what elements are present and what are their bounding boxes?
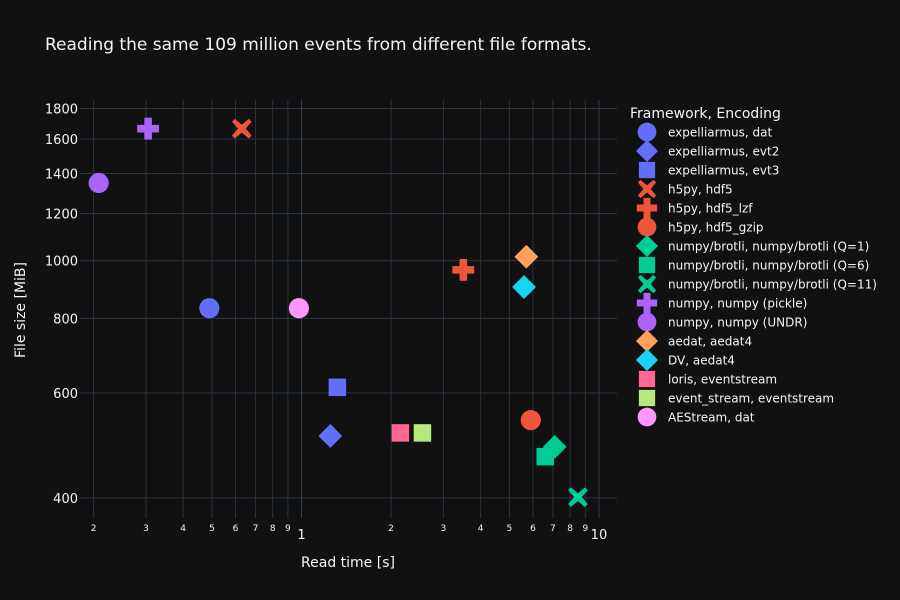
legend-marker-circle-icon xyxy=(637,217,657,237)
y-tick-label: 1600 xyxy=(45,133,78,148)
legend-label: numpy/brotli, numpy/brotli (Q=11) xyxy=(668,278,877,292)
legend-marker-diamond-icon xyxy=(635,234,659,258)
legend-item-expelliarmus-evt3[interactable]: expelliarmus, evt3 xyxy=(638,161,779,179)
x-minor-tick-label: 5 xyxy=(209,524,215,534)
x-minor-tick-label: 6 xyxy=(530,524,536,534)
legend-marker-diamond-icon xyxy=(635,348,659,372)
x-minor-tick-label: 4 xyxy=(478,524,484,534)
data-point-dv-aedat4 xyxy=(512,275,536,299)
x-minor-tick-label: 7 xyxy=(550,524,556,534)
legend-item-h5py-hdf5-gzip[interactable]: h5py, hdf5_gzip xyxy=(637,217,764,237)
data-point-numpy-brotli-numpy-brotli-q-6 xyxy=(536,447,555,466)
legend-marker-x-icon xyxy=(637,274,657,294)
chart-title: Reading the same 109 million events from… xyxy=(45,35,592,55)
y-axis-title: File size [MiB] xyxy=(13,262,29,358)
legend-item-h5py-hdf5-lzf[interactable]: h5py, hdf5_lzf xyxy=(636,197,753,219)
data-point-aestream-dat xyxy=(288,298,309,319)
legend-item-dv-aedat4[interactable]: DV, aedat4 xyxy=(635,348,735,372)
legend-marker-cross-icon xyxy=(636,292,658,314)
legend-item-numpy-brotli-numpy-brotli-q-1[interactable]: numpy/brotli, numpy/brotli (Q=1) xyxy=(635,234,869,258)
data-point-h5py-hdf5-gzip xyxy=(520,410,541,431)
legend-label: AEStream, dat xyxy=(668,411,755,425)
y-tick-label: 1000 xyxy=(45,255,78,270)
legend-item-aestream-dat[interactable]: AEStream, dat xyxy=(637,407,755,427)
legend-item-expelliarmus-dat[interactable]: expelliarmus, dat xyxy=(637,122,773,142)
legend-marker-square-icon xyxy=(638,370,656,388)
data-point-numpy-brotli-numpy-brotli-q-11 xyxy=(568,487,588,507)
legend-item-numpy-numpy-undr[interactable]: numpy, numpy (UNDR) xyxy=(637,312,808,332)
grid xyxy=(80,100,617,518)
legend-marker-circle-icon xyxy=(637,122,657,142)
legend-item-h5py-hdf5[interactable]: h5py, hdf5 xyxy=(637,179,733,199)
y-tick-label: 600 xyxy=(53,387,78,402)
x-major-tick-label: 1 xyxy=(297,528,305,543)
x-minor-tick-label: 8 xyxy=(567,524,573,534)
legend-label: expelliarmus, evt3 xyxy=(668,164,779,178)
data-point-numpy-numpy-pickle xyxy=(137,117,160,140)
data-point-loris-eventstream xyxy=(391,424,410,442)
y-tick-label: 1400 xyxy=(45,168,78,183)
x-minor-tick-label: 6 xyxy=(233,524,239,534)
y-tick-label: 1200 xyxy=(45,207,78,222)
legend-label: h5py, hdf5_gzip xyxy=(668,221,764,235)
legend-marker-cross-icon xyxy=(636,197,658,219)
legend-marker-square-icon xyxy=(638,389,656,407)
legend-label: numpy, numpy (pickle) xyxy=(668,297,807,311)
legend-item-event-stream-eventstream[interactable]: event_stream, eventstream xyxy=(638,389,834,407)
legend[interactable]: Framework, Encoding expelliarmus, dat exp… xyxy=(630,106,877,427)
legend-label: aedat, aedat4 xyxy=(668,335,752,349)
legend-marker-circle-icon xyxy=(637,407,657,427)
legend-label: h5py, hdf5 xyxy=(668,183,733,197)
x-minor-tick-label: 8 xyxy=(270,524,276,534)
data-point-event-stream-eventstream xyxy=(413,424,432,442)
legend-label: expelliarmus, dat xyxy=(668,126,772,140)
data-points xyxy=(88,117,588,507)
x-minor-tick-label: 5 xyxy=(507,524,513,534)
x-major-tick-label: 10 xyxy=(591,528,608,543)
x-minor-tick-label: 4 xyxy=(180,524,186,534)
legend-marker-circle-icon xyxy=(637,312,657,332)
data-point-expelliarmus-evt2 xyxy=(318,424,343,448)
y-tick-label: 1800 xyxy=(45,102,78,117)
legend-marker-square-icon xyxy=(638,256,656,274)
legend-item-numpy-numpy-pickle[interactable]: numpy, numpy (pickle) xyxy=(636,292,807,314)
data-point-numpy-numpy-undr xyxy=(88,172,109,194)
legend-label: DV, aedat4 xyxy=(668,354,735,368)
legend-item-aedat-aedat4[interactable]: aedat, aedat4 xyxy=(635,329,752,353)
legend-marker-diamond-icon xyxy=(635,329,659,353)
legend-label: numpy, numpy (UNDR) xyxy=(668,316,807,330)
legend-item-expelliarmus-evt2[interactable]: expelliarmus, evt2 xyxy=(635,139,779,163)
data-point-h5py-hdf5 xyxy=(232,118,252,139)
x-minor-tick-label: 7 xyxy=(253,524,259,534)
y-tick-label: 400 xyxy=(53,492,78,507)
x-axis-title: Read time [s] xyxy=(301,555,395,571)
y-tick-label: 800 xyxy=(53,312,78,327)
x-minor-tick-label: 3 xyxy=(143,524,149,534)
x-minor-tick-label: 9 xyxy=(285,524,291,534)
data-point-aedat-aedat4 xyxy=(514,244,539,269)
legend-item-loris-eventstream[interactable]: loris, eventstream xyxy=(638,370,777,388)
data-point-h5py-hdf5-lzf xyxy=(452,258,475,281)
legend-label: numpy/brotli, numpy/brotli (Q=1) xyxy=(668,240,869,254)
x-minor-tick-label: 3 xyxy=(441,524,447,534)
legend-label: numpy/brotli, numpy/brotli (Q=6) xyxy=(668,259,869,273)
legend-item-numpy-brotli-numpy-brotli-q-11[interactable]: numpy/brotli, numpy/brotli (Q=11) xyxy=(637,274,877,294)
data-point-expelliarmus-dat xyxy=(199,298,220,319)
legend-label: h5py, hdf5_lzf xyxy=(668,202,753,216)
x-minor-tick-label: 2 xyxy=(388,524,394,534)
legend-label: event_stream, eventstream xyxy=(668,392,834,406)
legend-marker-diamond-icon xyxy=(635,139,659,163)
x-minor-tick-label: 2 xyxy=(91,524,97,534)
x-minor-tick-label: 9 xyxy=(582,524,588,534)
legend-label: loris, eventstream xyxy=(668,373,777,387)
legend-title: Framework, Encoding xyxy=(630,106,781,122)
legend-marker-square-icon xyxy=(638,161,656,179)
legend-label: expelliarmus, evt2 xyxy=(668,145,779,159)
legend-item-numpy-brotli-numpy-brotli-q-6[interactable]: numpy/brotli, numpy/brotli (Q=6) xyxy=(638,256,869,274)
data-point-expelliarmus-evt3 xyxy=(328,378,347,397)
legend-marker-x-icon xyxy=(637,179,657,199)
